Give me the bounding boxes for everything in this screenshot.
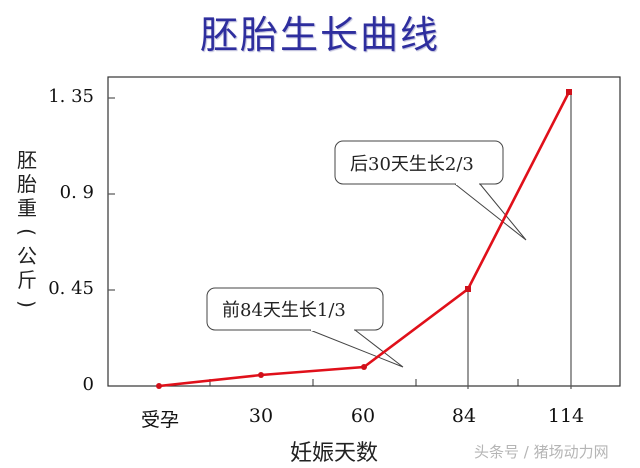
data-point — [156, 383, 162, 389]
data-point — [361, 364, 367, 370]
watermark: 头条号 / 猪场动力网 — [474, 443, 609, 461]
y-tick-label: 0. 45 — [48, 278, 94, 299]
callout-box-1 — [206, 287, 384, 331]
x-axis-label: 妊娠天数 — [290, 441, 379, 466]
chart-title: 胚胎生长曲线 — [199, 13, 440, 57]
x-tick-label: 30 — [248, 405, 274, 427]
x-tick-label: 60 — [350, 405, 376, 427]
callout-last-30-days: 后30天生长2/3 — [350, 154, 474, 175]
y-axis-label: 胚 胎 重 ( 公 斤 ) — [14, 148, 40, 316]
y-tick-label: 0 — [82, 374, 94, 395]
data-point — [465, 286, 471, 292]
x-tick-label: 114 — [547, 405, 585, 427]
callout-box-2 — [334, 140, 504, 185]
plot-frame — [107, 76, 621, 387]
data-point — [258, 372, 264, 378]
y-tick-label: 0. 9 — [59, 182, 94, 203]
y-axis-label-char: 重 — [17, 196, 37, 220]
x-tick-label: 84 — [451, 405, 477, 427]
data-point — [566, 89, 572, 95]
y-axis-label-char: 胚 — [17, 148, 37, 172]
callout-first-84-days: 前84天生长1/3 — [222, 300, 346, 321]
y-axis-label-char: 斤 — [17, 268, 37, 292]
y-axis-label-char: 公 — [17, 244, 37, 268]
x-tick-label: 受孕 — [140, 409, 180, 431]
y-tick-label: 1. 35 — [48, 86, 94, 107]
y-axis-label-char: 胎 — [17, 172, 37, 196]
